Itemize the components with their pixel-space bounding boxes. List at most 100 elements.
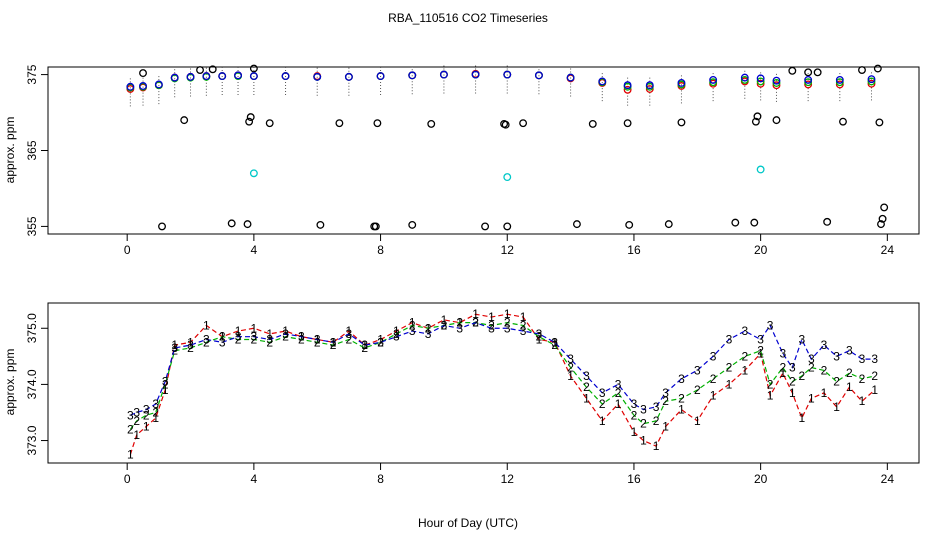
level-3-point-label: 3 [662,386,669,400]
level-2-point-label: 2 [171,344,178,358]
level-3-point-label: 3 [726,332,733,346]
level-3-point-label: 3 [710,349,717,363]
bottom-x-tick-label: 24 [881,472,895,486]
level-1-point-label: 1 [789,386,796,400]
outlier-point [427,119,436,128]
level-1-point-label: 1 [710,389,717,403]
level-3-point [677,78,686,87]
level-2-point [835,78,844,87]
outlier-point [878,214,887,223]
level-3-point-label: 3 [757,332,764,346]
level-3-point [170,73,179,82]
outlier-point [519,119,528,128]
level-2-point-label: 2 [653,414,660,428]
level-3-point-label: 3 [520,324,527,338]
level-2-line [129,322,875,430]
outlier-point [625,220,634,229]
level-3-point-label: 3 [859,352,866,366]
level-1-point-label: 1 [143,420,150,434]
outlier-point [731,218,740,227]
outlier-point [875,118,884,127]
level-2-point-label: 2 [583,380,590,394]
bottom-x-tick-label: 16 [627,472,641,486]
level-3-point [344,72,353,81]
top-x-tick-label: 4 [251,243,258,257]
level-2-point-label: 2 [127,422,134,436]
level-3-point-label: 3 [330,335,337,349]
outlier-point [503,222,512,231]
level-2-point-label: 2 [298,332,305,346]
level-3-point-label: 3 [551,335,558,349]
level-3-point [313,72,322,81]
outlier-point [316,220,325,229]
outlier-point [373,119,382,128]
level-3-point-label: 3 [599,386,606,400]
outlier-point [246,113,255,122]
level-2-point-label: 2 [536,330,543,344]
level-3-point-label: 3 [219,335,226,349]
level-1-point-label: 1 [741,363,748,377]
level-3-point [756,74,765,83]
outlier-point [371,222,380,231]
outlier-point [664,220,673,229]
level-2-point-label: 2 [346,332,353,346]
outlier-point [481,222,490,231]
level-2-point-label: 2 [662,394,669,408]
level-2-point-label: 2 [833,375,840,389]
level-3-point [534,71,543,80]
level-1-point [867,79,876,88]
level-1-point-label: 1 [662,420,669,434]
level-3-point [835,75,844,84]
top-y-tick-label: 365 [25,140,39,160]
level-3-point-label: 3 [346,327,353,341]
level-1-point-label: 1 [282,324,289,338]
bottom-x-tick-label: 4 [251,472,258,486]
outlier-point [813,68,822,77]
outlier-point [249,64,258,73]
top-x-tick-label: 8 [377,243,384,257]
level-3-point-label: 3 [536,327,543,341]
level-1-point [835,80,844,89]
level-3-point [234,71,242,80]
level-1-point-label: 1 [377,332,384,346]
level-1-point-label: 1 [536,332,543,346]
level-1-point [772,81,781,90]
outlier-point [788,66,797,75]
level-3-point [471,70,480,79]
x-axis-label: Hour of Day (UTC) [418,516,518,530]
level-2-point [740,75,749,84]
level-1-point-label: 1 [821,386,828,400]
top-x-tick-label: 24 [881,243,895,257]
level-3-point-label: 3 [846,344,853,358]
outlier-point [158,222,166,231]
level-1-point-label: 1 [152,411,159,425]
bottom-x-tick-label: 12 [501,472,515,486]
bottom-y-tick-label: 374.0 [25,369,39,399]
level-3-point [218,72,227,81]
outlier-point [265,119,274,128]
outlier-point [139,69,147,78]
level-2-point-label: 2 [599,397,606,411]
outlier-point [196,66,204,74]
level-1-point-label: 1 [871,383,878,397]
level-3-point-label: 3 [871,352,878,366]
level-3-line [130,322,875,416]
level-3-point [408,71,417,80]
outlier-point [880,203,889,212]
level-2-point-label: 2 [767,377,774,391]
level-2-point [756,77,765,86]
level-3-point [645,81,654,90]
level-3-point [154,80,163,89]
level-3-point-label: 3 [441,318,448,332]
level-1-point-label: 1 [133,428,140,442]
level-1-point-label: 1 [779,366,786,380]
bottom-panel: approx. ppm 0 4 8 12 16 20 24373.0374.0375.011… [3,302,920,486]
level-2-point-label: 2 [678,391,685,405]
level-2-point-label: 2 [409,318,416,332]
level-3-point-label: 3 [615,377,622,391]
level-2-point-label: 2 [615,386,622,400]
top-y-tick-label: 355 [25,216,39,236]
level-2-point-label: 2 [282,330,289,344]
level-1-point [756,79,765,88]
